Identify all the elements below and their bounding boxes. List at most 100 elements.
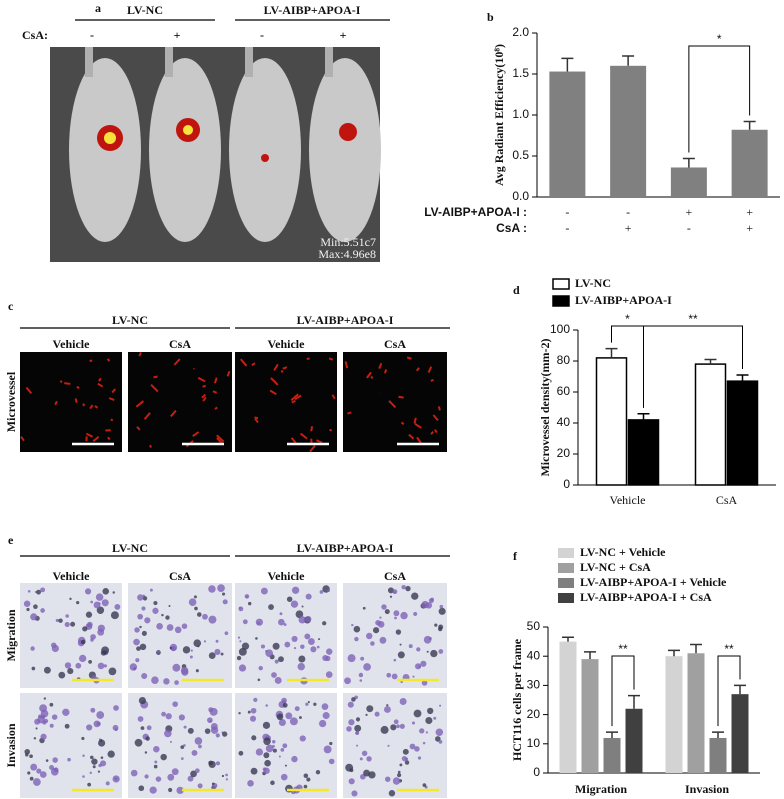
cell xyxy=(417,756,422,760)
cell xyxy=(322,655,329,661)
legend-label: LV-NC xyxy=(575,276,611,290)
cell xyxy=(404,760,410,765)
vessel xyxy=(400,421,405,426)
cell xyxy=(365,713,368,716)
cell xyxy=(355,731,360,735)
condition-sign: - xyxy=(626,205,630,219)
cell xyxy=(221,774,225,778)
cell xyxy=(154,760,158,764)
cell xyxy=(399,698,407,706)
cell xyxy=(420,660,427,667)
bar xyxy=(687,653,705,773)
cell xyxy=(174,626,182,634)
cell xyxy=(278,656,284,663)
cell xyxy=(298,716,302,720)
cell xyxy=(265,744,274,753)
cell xyxy=(113,705,119,711)
cell xyxy=(35,727,38,730)
cell xyxy=(80,639,86,645)
legend-swatch xyxy=(552,278,570,290)
cell xyxy=(43,666,51,674)
cell xyxy=(416,647,421,652)
vessel xyxy=(89,404,94,410)
vessel xyxy=(143,412,151,420)
cell xyxy=(33,778,41,786)
cell xyxy=(359,757,363,761)
significance-mark: * xyxy=(717,32,722,46)
cell xyxy=(435,728,444,736)
vessel xyxy=(383,369,388,374)
bar xyxy=(670,167,707,197)
cell xyxy=(27,590,31,593)
cell xyxy=(238,647,247,656)
cell xyxy=(98,739,106,747)
cell xyxy=(96,606,105,614)
cell xyxy=(110,611,119,620)
cell xyxy=(137,716,144,722)
cell xyxy=(69,597,72,601)
legend-swatch xyxy=(558,578,574,588)
cell xyxy=(87,782,92,787)
significance-bracket xyxy=(643,325,743,408)
cell xyxy=(52,757,58,763)
cell xyxy=(40,608,45,613)
vessel xyxy=(98,377,102,382)
condition-label: CsA xyxy=(169,337,191,351)
vessel xyxy=(214,406,218,410)
cell xyxy=(303,784,308,789)
cell xyxy=(289,717,298,726)
error-bar xyxy=(736,374,749,382)
cell xyxy=(307,701,310,704)
cell xyxy=(114,777,118,781)
cell xyxy=(197,783,203,789)
vessel xyxy=(94,405,99,409)
cell xyxy=(351,790,358,797)
cell xyxy=(307,638,315,645)
bar xyxy=(610,65,647,197)
cell xyxy=(279,612,283,616)
cell xyxy=(102,588,110,595)
condition-label: CsA xyxy=(384,337,406,351)
cell xyxy=(414,746,420,752)
cell xyxy=(51,644,59,653)
cell xyxy=(284,641,291,648)
cell xyxy=(439,704,442,707)
vessel xyxy=(135,400,145,408)
cell xyxy=(375,619,381,626)
signal-spot xyxy=(339,123,357,141)
cell xyxy=(388,790,396,797)
cell xyxy=(98,738,102,741)
cell xyxy=(326,648,333,655)
cell xyxy=(64,662,72,669)
error-bar xyxy=(704,358,717,365)
cell xyxy=(50,767,59,776)
cell xyxy=(379,616,382,619)
cell xyxy=(208,652,216,660)
condition-label: Vehicle xyxy=(53,337,91,351)
cell xyxy=(426,707,434,715)
cell xyxy=(426,650,429,653)
row-label: Invasion xyxy=(4,723,18,767)
cell xyxy=(189,655,193,659)
bar xyxy=(603,737,621,773)
cell xyxy=(149,588,153,592)
cell xyxy=(40,709,49,718)
y-tick-label: 1.5 xyxy=(512,66,529,80)
cell xyxy=(208,760,216,769)
cell xyxy=(105,781,110,786)
cell xyxy=(247,780,254,787)
cell xyxy=(188,598,197,607)
group-header: LV-NC xyxy=(127,3,163,17)
cell xyxy=(299,735,306,742)
cell xyxy=(238,664,247,672)
cell xyxy=(169,646,172,650)
cell xyxy=(354,724,362,732)
significance-bracket xyxy=(717,655,741,727)
y-tick-label: 20 xyxy=(527,707,541,721)
cell xyxy=(238,606,244,612)
cell xyxy=(144,617,151,624)
cell xyxy=(270,780,275,786)
cell xyxy=(360,656,365,661)
cell xyxy=(366,756,372,762)
cell xyxy=(181,623,188,629)
